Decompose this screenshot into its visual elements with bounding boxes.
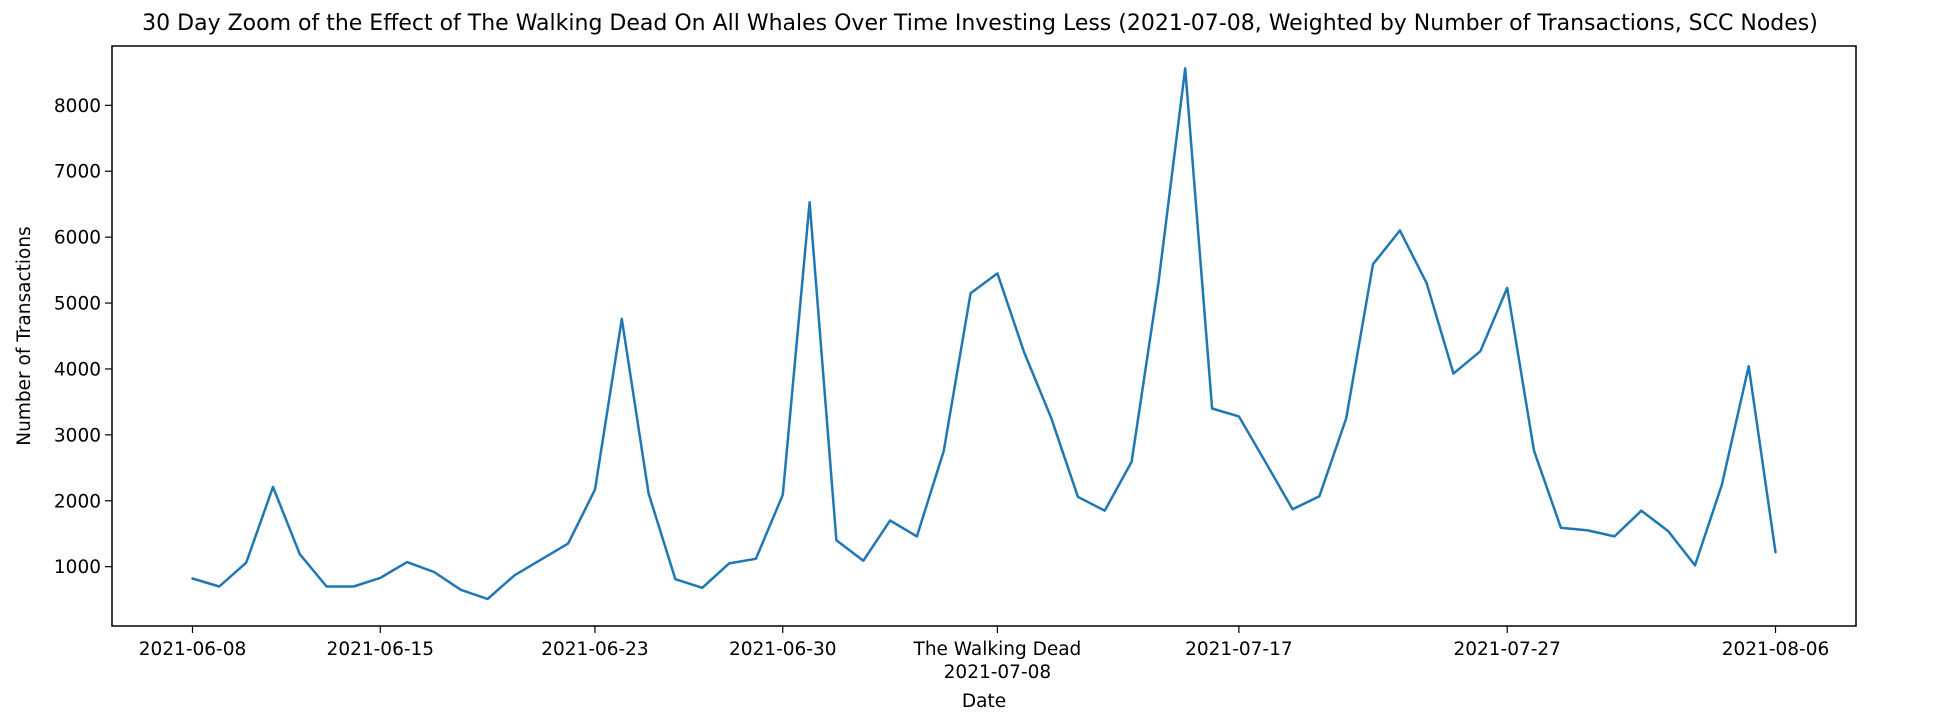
x-tick-label: 2021-07-08 <box>944 662 1052 683</box>
x-tick-label: 2021-06-23 <box>541 639 649 660</box>
chart-title: 30 Day Zoom of the Effect of The Walking… <box>142 11 1818 36</box>
x-tick-label: 2021-06-15 <box>327 639 435 660</box>
y-tick-label: 7000 <box>54 162 101 183</box>
x-tick-label: 2021-06-08 <box>139 639 247 660</box>
plot-frame <box>111 45 1857 627</box>
y-tick-label: 4000 <box>54 359 101 380</box>
x-axis: 2021-06-08 2021-06-15 2021-06-23 2021-06-30… <box>139 626 1830 683</box>
y-axis-label: Number of Transactions <box>14 226 35 445</box>
series-line <box>191 67 1777 601</box>
x-tick-label: 2021-08-06 <box>1722 639 1830 660</box>
y-tick-label: 3000 <box>54 425 101 446</box>
x-tick-label: 2021-06-30 <box>729 639 837 660</box>
x-axis-label: Date <box>962 691 1006 712</box>
y-tick-label: 2000 <box>54 491 101 512</box>
y-tick-label: 5000 <box>54 294 101 315</box>
y-tick-label: 1000 <box>54 557 101 578</box>
x-tick-label: 2021-07-17 <box>1185 639 1293 660</box>
y-axis: 1000 2000 3000 4000 5000 6000 7000 8000 <box>54 96 112 578</box>
x-tick-label: 2021-07-27 <box>1453 639 1561 660</box>
y-tick-label: 8000 <box>54 96 101 117</box>
y-tick-label: 6000 <box>54 228 101 249</box>
event-tick-label: The Walking Dead <box>913 639 1082 660</box>
